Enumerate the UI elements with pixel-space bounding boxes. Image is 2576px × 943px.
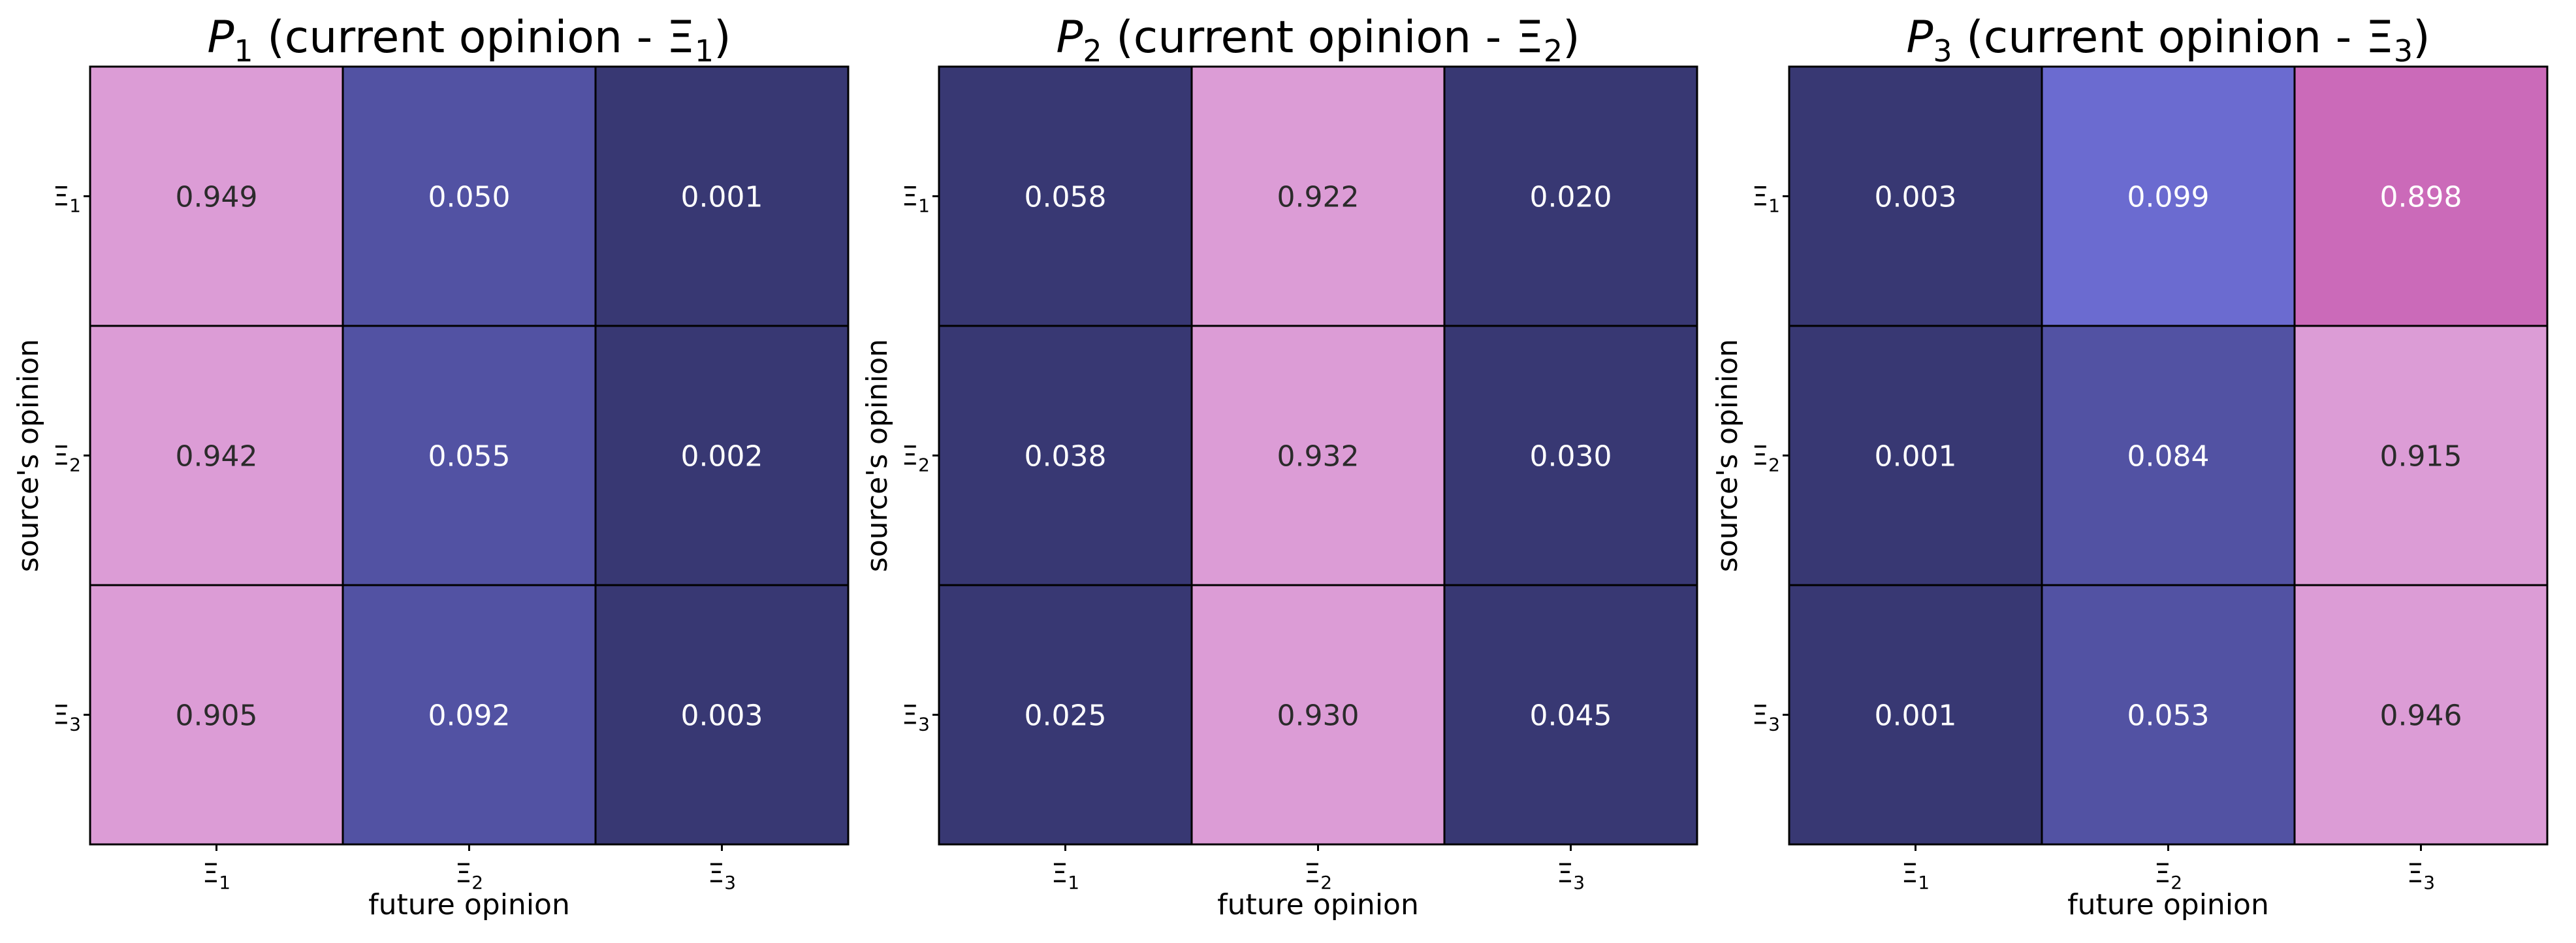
chart-title: P3 (current opinion - Ξ3)	[1906, 12, 2430, 69]
cell-value-label: 0.058	[1025, 181, 1107, 214]
cell-value-label: 0.045	[1530, 699, 1612, 733]
cell-value-label: 0.946	[2380, 699, 2462, 733]
cell-value-label: 0.942	[176, 440, 258, 473]
heatmap-cell-1-2-2	[342, 325, 597, 586]
y-tick-label: Ξ2	[902, 441, 930, 476]
y-tick-label: Ξ2	[53, 441, 81, 476]
heatmap-panel-2: 0.058 0.922 0.020 0.038 0.932 0.030 0.025 0.930…	[861, 12, 1698, 921]
heatmap-cell-3-1-3	[2293, 65, 2549, 327]
cell-value-label: 0.025	[1025, 699, 1107, 733]
cell-value-label: 0.932	[1277, 440, 1360, 473]
heatmap-cell-2-3-2	[1190, 584, 1446, 846]
y-tick-label: Ξ3	[902, 701, 930, 735]
y-tick-label: Ξ1	[53, 182, 81, 217]
cell-value-label: 0.038	[1025, 440, 1107, 473]
heatmap-cell-1-1-1	[89, 65, 344, 327]
heatmap-cell-2-1-3	[1443, 65, 1698, 327]
cell-value-label: 0.915	[2380, 440, 2462, 473]
y-tick-label: Ξ1	[1752, 182, 1780, 217]
heatmap-panel-3: 0.003 0.099 0.898 0.001 0.084 0.915 0.001 0.053…	[1711, 12, 2549, 921]
heatmap-cell-3-3-2	[2041, 584, 2296, 846]
heatmap-panel-1: 0.949 0.050 0.001 0.942 0.055 0.002 0.905 0.092…	[12, 12, 850, 921]
heatmap-cell-2-2-3	[1443, 325, 1698, 586]
cell-value-label: 0.949	[176, 181, 258, 214]
heatmap-cell-2-1-2	[1190, 65, 1446, 327]
heatmap-cell-2-2-1	[938, 325, 1193, 586]
cell-value-label: 0.001	[1875, 440, 1957, 473]
x-tick-label: Ξ1	[202, 859, 231, 893]
heatmap-cell-2-2-2	[1190, 325, 1446, 586]
y-tick-label: Ξ3	[53, 701, 81, 735]
cell-value-label: 0.003	[1875, 181, 1957, 214]
cell-value-label: 0.905	[176, 699, 258, 733]
x-tick-label: Ξ2	[455, 859, 483, 893]
x-axis-label: future opinion	[368, 888, 570, 921]
x-tick-label: Ξ2	[2154, 859, 2182, 893]
cell-value-label: 0.898	[2380, 181, 2462, 214]
cell-value-label: 0.092	[428, 699, 511, 733]
cell-value-label: 0.922	[1277, 181, 1360, 214]
x-tick-label: Ξ3	[2407, 859, 2435, 893]
heatmap-cell-2-1-1	[938, 65, 1193, 327]
heatmap-cell-1-1-2	[342, 65, 597, 327]
heatmap-cell-1-2-3	[594, 325, 850, 586]
x-tick-label: Ξ3	[708, 859, 736, 893]
cell-value-label: 0.020	[1530, 181, 1612, 214]
heatmap-cell-3-1-1	[1788, 65, 2043, 327]
x-axis-label: future opinion	[1217, 888, 1419, 921]
cell-value-label: 0.055	[428, 440, 511, 473]
heatmap-cell-3-2-3	[2293, 325, 2549, 586]
cell-value-label: 0.053	[2127, 699, 2210, 733]
y-axis-label: source's opinion	[1711, 339, 1744, 572]
cell-value-label: 0.003	[681, 699, 763, 733]
y-tick-label: Ξ1	[902, 182, 930, 217]
cell-value-label: 0.084	[2127, 440, 2210, 473]
x-tick-label: Ξ3	[1557, 859, 1585, 893]
y-axis-label: source's opinion	[12, 339, 45, 572]
heatmap-cell-2-3-3	[1443, 584, 1698, 846]
cell-value-label: 0.001	[1875, 699, 1957, 733]
heatmap-cell-2-3-1	[938, 584, 1193, 846]
heatmap-cell-1-3-2	[342, 584, 597, 846]
cell-value-label: 0.001	[681, 181, 763, 214]
y-tick-label: Ξ3	[1752, 701, 1780, 735]
chart-title: P1 (current opinion - Ξ1)	[207, 12, 731, 69]
cell-value-label: 0.050	[428, 181, 511, 214]
cell-value-label: 0.099	[2127, 181, 2210, 214]
chart-title: P2 (current opinion - Ξ2)	[1056, 12, 1580, 69]
heatmap-cell-1-2-1	[89, 325, 344, 586]
cell-value-label: 0.002	[681, 440, 763, 473]
x-tick-label: Ξ1	[1901, 859, 1930, 893]
heatmap-cell-3-1-2	[2041, 65, 2296, 327]
x-tick-label: Ξ1	[1051, 859, 1079, 893]
cell-value-label: 0.030	[1530, 440, 1612, 473]
x-tick-label: Ξ2	[1304, 859, 1332, 893]
cell-value-label: 0.930	[1277, 699, 1360, 733]
x-axis-label: future opinion	[2067, 888, 2269, 921]
y-tick-label: Ξ2	[1752, 441, 1780, 476]
y-axis-label: source's opinion	[861, 339, 894, 572]
